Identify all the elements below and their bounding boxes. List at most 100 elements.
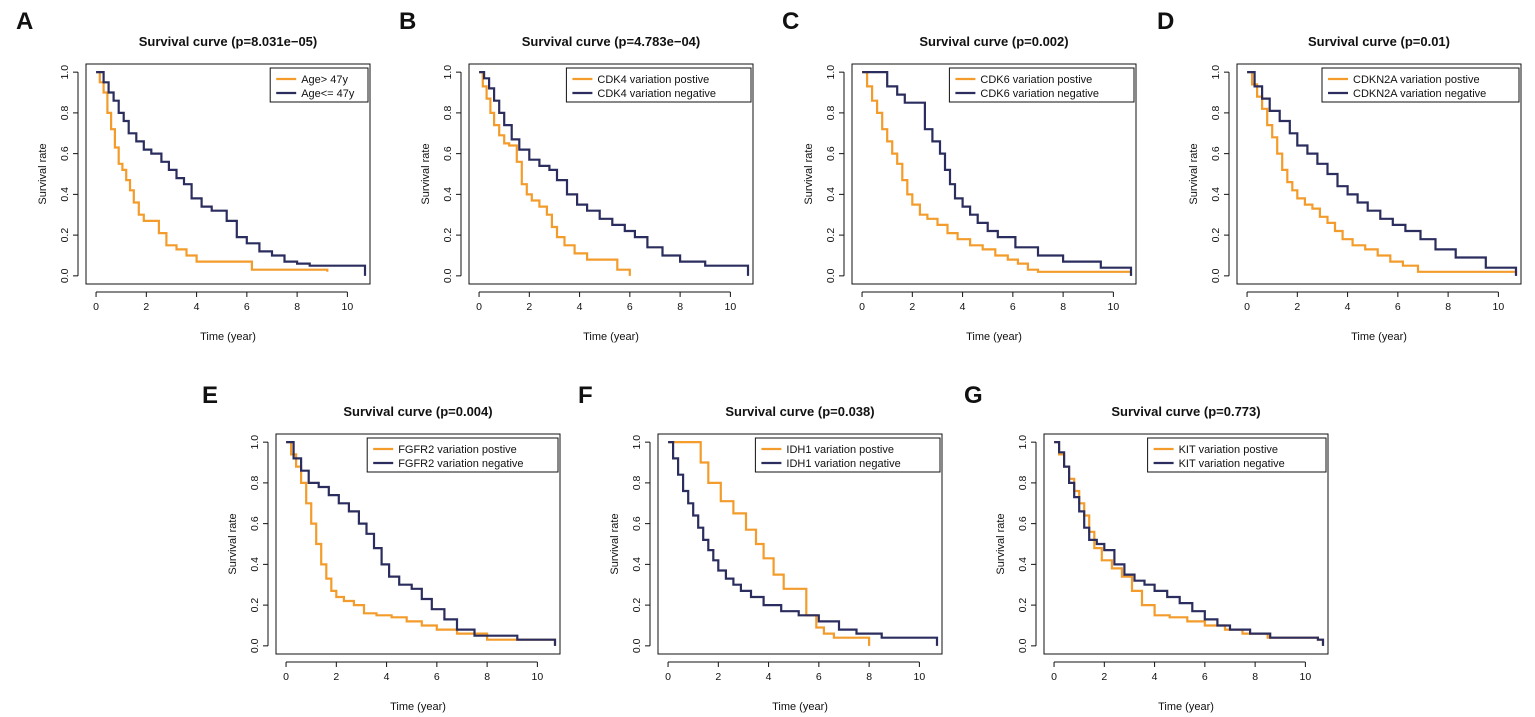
panel-letter: D bbox=[1157, 8, 1175, 35]
y-tick-label: 0.6 bbox=[59, 146, 71, 161]
plot-frame bbox=[1236, 63, 1522, 285]
x-tick-label: 0 bbox=[283, 671, 289, 683]
legend-label: KIT variation postive bbox=[1179, 444, 1278, 456]
survival-chart-b: Survival curve (p=4.783e−04) 0 2 4 6 8 10 Time … bbox=[420, 34, 754, 343]
y-tick-label: 0.2 bbox=[249, 598, 261, 613]
legend-label: CDK6 variation negative bbox=[980, 88, 1099, 100]
x-tick-label: 0 bbox=[859, 301, 865, 313]
x-axis-label: Time (year) bbox=[1158, 701, 1214, 713]
legend-label: CDK6 variation postive bbox=[980, 74, 1092, 86]
survival-chart-g: Survival curve (p=0.773) 0 2 4 6 8 10 Time (yea… bbox=[995, 404, 1329, 713]
y-axis-label: Survival rate bbox=[37, 143, 49, 204]
panel-letter: G bbox=[964, 382, 983, 409]
survival-chart-f: Survival curve (p=0.038) 0 2 4 6 8 10 Time (yea… bbox=[609, 404, 943, 713]
y-tick-label: 0.8 bbox=[1210, 105, 1222, 120]
x-tick-label: 6 bbox=[244, 301, 250, 313]
y-tick-label: 1.0 bbox=[442, 65, 454, 80]
y-tick-label: 0.2 bbox=[59, 228, 71, 243]
legend-label: Age> 47y bbox=[301, 74, 348, 86]
y-axis-label: Survival rate bbox=[609, 513, 621, 574]
y-tick-label: 0.4 bbox=[825, 187, 837, 202]
x-tick-label: 8 bbox=[1060, 301, 1066, 313]
legend-box bbox=[565, 67, 752, 103]
positive-survival-line bbox=[862, 71, 1133, 276]
legend-label: CDK4 variation postive bbox=[597, 74, 709, 86]
x-tick-label: 8 bbox=[294, 301, 300, 313]
survival-chart-e: Survival curve (p=0.004) 0 2 4 6 8 10 Time (yea… bbox=[227, 404, 561, 713]
panel-d: D Survival curve (p=0.01) 0 2 4 6 8 10 Time (ye… bbox=[1157, 2, 1529, 347]
positive-survival-line bbox=[286, 441, 557, 646]
legend-label: CDK4 variation negative bbox=[597, 88, 716, 100]
x-tick-label: 4 bbox=[194, 301, 200, 313]
y-tick-label: 0.0 bbox=[442, 268, 454, 283]
panel-letter: A bbox=[16, 8, 34, 35]
y-tick-label: 0.2 bbox=[442, 228, 454, 243]
x-tick-label: 6 bbox=[816, 671, 822, 683]
y-tick-label: 0.4 bbox=[59, 187, 71, 202]
legend-label: IDH1 variation postive bbox=[786, 444, 894, 456]
panel-e: E Survival curve (p=0.004) 0 2 4 6 8 10 Time (y… bbox=[196, 372, 568, 717]
x-tick-label: 10 bbox=[1108, 301, 1120, 313]
panel-b: B Survival curve (p=4.783e−04) 0 2 4 6 8 10 Tim… bbox=[389, 2, 761, 347]
negative-survival-line bbox=[96, 71, 367, 276]
panel-g: G Survival curve (p=0.773) 0 2 4 6 8 10 Time (y… bbox=[964, 372, 1336, 717]
plot-frame bbox=[468, 63, 754, 285]
positive-survival-line bbox=[479, 71, 631, 276]
x-tick-label: 4 bbox=[1152, 671, 1158, 683]
x-tick-label: 4 bbox=[1345, 301, 1351, 313]
x-tick-label: 2 bbox=[333, 671, 339, 683]
panel-letter: B bbox=[399, 8, 417, 35]
chart-title: Survival curve (p=4.783e−04) bbox=[522, 34, 701, 49]
panel-f: F Survival curve (p=0.038) 0 2 4 6 8 10 Time (y… bbox=[578, 372, 950, 717]
survival-chart-a: Survival curve (p=8.031e−05) 0 2 4 6 8 10 Time … bbox=[37, 34, 371, 343]
x-tick-label: 2 bbox=[715, 671, 721, 683]
x-tick-label: 8 bbox=[866, 671, 872, 683]
y-tick-label: 0.2 bbox=[631, 598, 643, 613]
y-tick-label: 1.0 bbox=[59, 65, 71, 80]
x-tick-label: 6 bbox=[1395, 301, 1401, 313]
y-tick-label: 0.0 bbox=[1210, 268, 1222, 283]
negative-survival-line bbox=[862, 71, 1133, 276]
x-tick-label: 0 bbox=[93, 301, 99, 313]
y-tick-label: 0.0 bbox=[825, 268, 837, 283]
y-tick-label: 0.8 bbox=[249, 475, 261, 490]
y-tick-label: 0.0 bbox=[59, 268, 71, 283]
y-tick-label: 0.8 bbox=[1017, 475, 1029, 490]
plot-frame bbox=[851, 63, 1137, 285]
x-tick-label: 10 bbox=[532, 671, 544, 683]
x-tick-label: 0 bbox=[665, 671, 671, 683]
y-tick-label: 0.2 bbox=[1017, 598, 1029, 613]
positive-survival-line bbox=[1054, 441, 1325, 646]
negative-survival-line bbox=[286, 441, 557, 646]
legend-label: KIT variation negative bbox=[1179, 458, 1285, 470]
x-axis-label: Time (year) bbox=[966, 331, 1022, 343]
y-tick-label: 0.8 bbox=[825, 105, 837, 120]
x-tick-label: 6 bbox=[1202, 671, 1208, 683]
legend-box bbox=[754, 437, 941, 473]
y-axis-label: Survival rate bbox=[995, 513, 1007, 574]
y-tick-label: 0.8 bbox=[442, 105, 454, 120]
x-tick-label: 0 bbox=[1051, 671, 1057, 683]
chart-title: Survival curve (p=0.004) bbox=[343, 404, 492, 419]
y-tick-label: 1.0 bbox=[631, 435, 643, 450]
panel-letter: F bbox=[578, 382, 593, 409]
positive-survival-line bbox=[668, 441, 871, 646]
x-tick-label: 10 bbox=[342, 301, 354, 313]
legend-box bbox=[948, 67, 1135, 103]
y-tick-label: 0.0 bbox=[1017, 638, 1029, 653]
chart-title: Survival curve (p=0.002) bbox=[919, 34, 1068, 49]
negative-survival-line bbox=[668, 441, 939, 646]
y-tick-label: 0.6 bbox=[249, 516, 261, 531]
survival-chart-d: Survival curve (p=0.01) 0 2 4 6 8 10 Time (year… bbox=[1188, 34, 1522, 343]
legend-label: CDKN2A variation negative bbox=[1353, 88, 1486, 100]
plot-frame bbox=[657, 433, 943, 655]
x-tick-label: 2 bbox=[526, 301, 532, 313]
survival-chart-c: Survival curve (p=0.002) 0 2 4 6 8 10 Time (yea… bbox=[803, 34, 1137, 343]
y-axis-label: Survival rate bbox=[420, 143, 432, 204]
legend-box bbox=[1321, 67, 1520, 103]
y-axis-label: Survival rate bbox=[803, 143, 815, 204]
y-axis-label: Survival rate bbox=[1188, 143, 1200, 204]
legend-box bbox=[366, 437, 559, 473]
plot-frame bbox=[275, 433, 561, 655]
x-axis-label: Time (year) bbox=[772, 701, 828, 713]
